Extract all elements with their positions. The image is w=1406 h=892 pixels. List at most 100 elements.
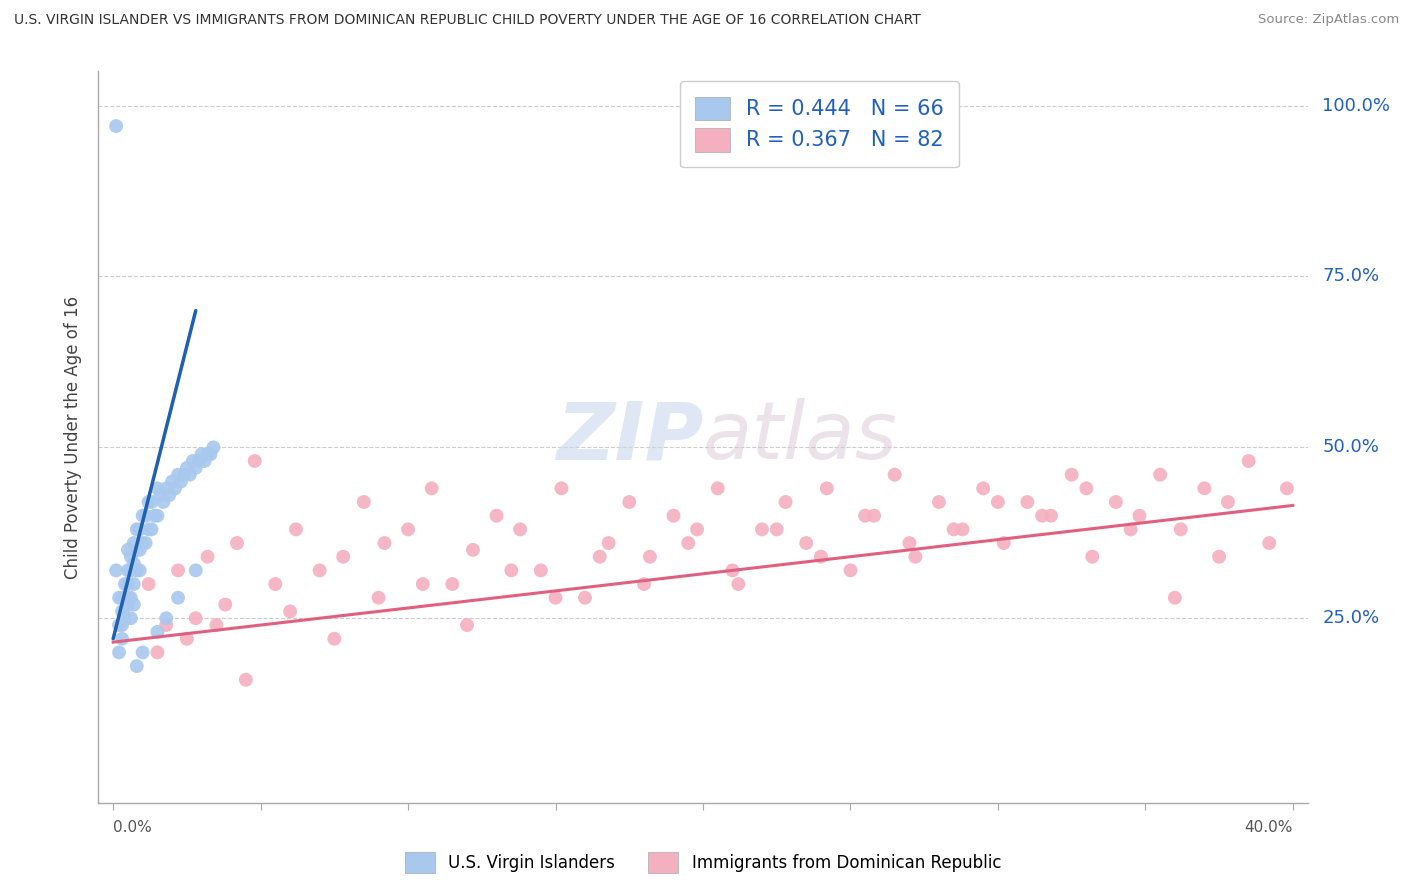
Point bbox=[141, 495, 163, 509]
Point bbox=[128, 522, 150, 536]
Point bbox=[863, 508, 886, 523]
Point bbox=[131, 645, 153, 659]
Point bbox=[1128, 508, 1150, 523]
Point bbox=[122, 598, 145, 612]
Point bbox=[184, 611, 207, 625]
Point bbox=[1040, 508, 1063, 523]
Point bbox=[1119, 522, 1142, 536]
Point bbox=[751, 522, 773, 536]
Point bbox=[633, 577, 655, 591]
Point bbox=[461, 542, 484, 557]
Point bbox=[179, 467, 201, 482]
Point bbox=[243, 454, 266, 468]
Point bbox=[149, 488, 172, 502]
Text: ZIP: ZIP bbox=[555, 398, 703, 476]
Point bbox=[125, 563, 148, 577]
Point bbox=[128, 563, 150, 577]
Text: Source: ZipAtlas.com: Source: ZipAtlas.com bbox=[1258, 13, 1399, 27]
Point bbox=[194, 454, 217, 468]
Point bbox=[135, 508, 157, 523]
Point bbox=[167, 563, 190, 577]
Point bbox=[155, 611, 177, 625]
Point bbox=[125, 659, 148, 673]
Point bbox=[155, 618, 177, 632]
Text: 40.0%: 40.0% bbox=[1244, 820, 1294, 835]
Text: U.S. VIRGIN ISLANDER VS IMMIGRANTS FROM DOMINICAN REPUBLIC CHILD POVERTY UNDER T: U.S. VIRGIN ISLANDER VS IMMIGRANTS FROM … bbox=[14, 13, 921, 28]
Point bbox=[165, 481, 187, 495]
Point bbox=[308, 563, 330, 577]
Point bbox=[485, 508, 508, 523]
Point bbox=[146, 508, 169, 523]
Point bbox=[146, 645, 169, 659]
Point bbox=[898, 536, 921, 550]
Point bbox=[396, 522, 419, 536]
Point bbox=[138, 522, 160, 536]
Point bbox=[155, 481, 177, 495]
Point bbox=[190, 447, 212, 461]
Point bbox=[942, 522, 965, 536]
Point bbox=[662, 508, 685, 523]
Point bbox=[775, 495, 797, 509]
Point bbox=[111, 604, 134, 618]
Y-axis label: Child Poverty Under the Age of 16: Child Poverty Under the Age of 16 bbox=[65, 295, 83, 579]
Point bbox=[1275, 481, 1298, 495]
Point bbox=[152, 495, 174, 509]
Point bbox=[353, 495, 375, 509]
Point bbox=[111, 632, 134, 646]
Point bbox=[1194, 481, 1216, 495]
Point bbox=[904, 549, 927, 564]
Point bbox=[184, 563, 207, 577]
Point bbox=[619, 495, 641, 509]
Point bbox=[205, 618, 228, 632]
Point bbox=[146, 481, 169, 495]
Point bbox=[544, 591, 567, 605]
Point bbox=[181, 454, 204, 468]
Point bbox=[1216, 495, 1239, 509]
Point bbox=[638, 549, 661, 564]
Point bbox=[264, 577, 287, 591]
Legend: R = 0.444   N = 66, R = 0.367   N = 82: R = 0.444 N = 66, R = 0.367 N = 82 bbox=[679, 81, 959, 168]
Point bbox=[706, 481, 728, 495]
Point bbox=[987, 495, 1010, 509]
Point bbox=[125, 542, 148, 557]
Text: 25.0%: 25.0% bbox=[1322, 609, 1379, 627]
Point bbox=[721, 563, 744, 577]
Point bbox=[794, 536, 817, 550]
Point bbox=[202, 440, 225, 454]
Point bbox=[173, 467, 195, 482]
Point bbox=[1237, 454, 1260, 468]
Point bbox=[1017, 495, 1039, 509]
Point bbox=[235, 673, 257, 687]
Point bbox=[214, 598, 236, 612]
Point bbox=[117, 577, 139, 591]
Point bbox=[111, 591, 134, 605]
Point bbox=[117, 591, 139, 605]
Point bbox=[1031, 508, 1053, 523]
Point bbox=[412, 577, 434, 591]
Point bbox=[1076, 481, 1098, 495]
Point bbox=[105, 563, 128, 577]
Point bbox=[197, 549, 219, 564]
Point bbox=[530, 563, 553, 577]
Point bbox=[678, 536, 700, 550]
Point bbox=[120, 563, 142, 577]
Point bbox=[686, 522, 709, 536]
Point bbox=[810, 549, 832, 564]
Point bbox=[727, 577, 749, 591]
Text: 100.0%: 100.0% bbox=[1322, 96, 1391, 114]
Point bbox=[323, 632, 346, 646]
Point bbox=[883, 467, 905, 482]
Point bbox=[135, 536, 157, 550]
Point bbox=[138, 495, 160, 509]
Point bbox=[1164, 591, 1187, 605]
Point bbox=[122, 557, 145, 571]
Point bbox=[1081, 549, 1104, 564]
Point bbox=[117, 598, 139, 612]
Point bbox=[117, 542, 139, 557]
Point bbox=[441, 577, 464, 591]
Point bbox=[138, 577, 160, 591]
Point bbox=[160, 475, 183, 489]
Point bbox=[972, 481, 994, 495]
Point bbox=[187, 454, 209, 468]
Point bbox=[146, 624, 169, 639]
